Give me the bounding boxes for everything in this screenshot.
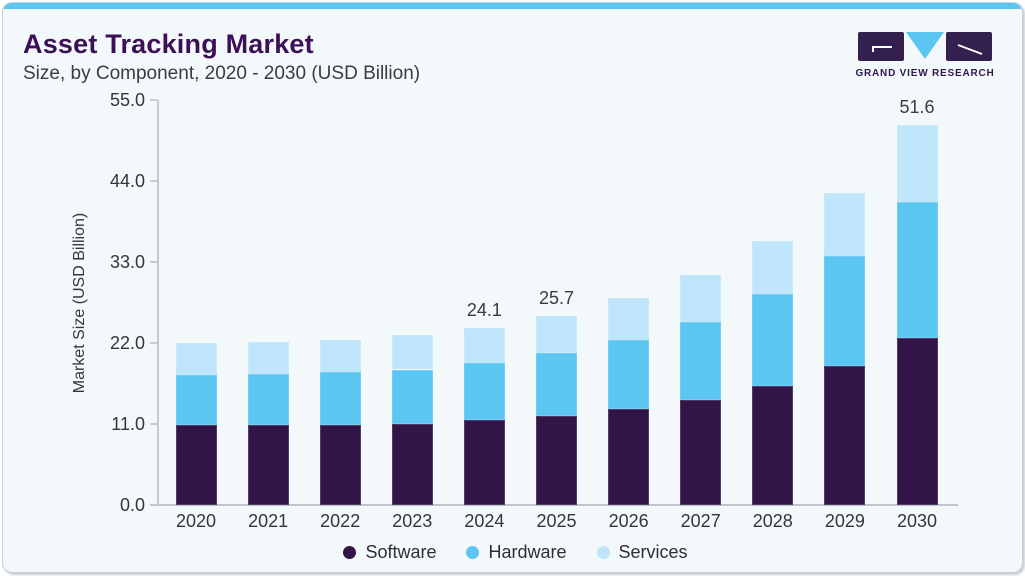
legend-label: Software: [365, 541, 437, 562]
bar-segment-services-2025: [536, 315, 577, 354]
x-tick-label: 2024: [464, 511, 505, 531]
bar-segment-hardware-2023: [391, 369, 433, 424]
bar-segment-hardware-2020: [175, 374, 217, 425]
y-tick-mark: [150, 261, 157, 263]
y-tick-mark: [150, 99, 157, 101]
x-tick-label: 2022: [320, 511, 361, 531]
y-tick-mark: [150, 180, 157, 182]
bar-segment-hardware-2025: [536, 353, 577, 416]
bar-segment-services-2030: [896, 125, 938, 203]
legend-label: Hardware: [488, 541, 567, 562]
logo-r-icon: [946, 32, 992, 61]
legend-item-software: Software: [343, 542, 436, 563]
legend-item-services: Services: [596, 541, 688, 563]
bar-segment-hardware-2022: [319, 372, 361, 425]
y-axis-title: Market Size (USD Billion): [71, 212, 88, 394]
bar-segment-software-2030: [896, 337, 938, 505]
bar-segment-software-2024: [463, 420, 505, 505]
bar-segment-services-2021: [247, 342, 289, 374]
x-tick-label: 2027: [680, 511, 721, 531]
logo-text: GRAND VIEW RESEARCH: [855, 68, 995, 79]
logo-shapes: [854, 32, 996, 61]
bar-segment-software-2023: [391, 424, 433, 505]
legend: Software Hardware Services: [3, 540, 1022, 564]
bar-segment-services-2020: [175, 343, 217, 375]
grand-view-research-logo: GRAND VIEW RESEARCH: [854, 32, 996, 79]
bar-segment-hardware-2026: [608, 340, 650, 410]
y-tick-label: 22.0: [109, 333, 145, 353]
bar-segment-hardware-2027: [680, 321, 722, 401]
bar-segment-software-2020: [175, 424, 217, 505]
total-label-2024: 24.1: [466, 299, 502, 320]
x-tick-label: 2021: [248, 511, 289, 531]
legend-dot-hardware: [466, 545, 480, 559]
chart-title: Asset Tracking Market: [23, 29, 314, 59]
x-tick-label: 2028: [752, 511, 793, 531]
bar-segment-services-2024: [463, 327, 505, 363]
chart-subtitle: Size, by Component, 2020 - 2030 (USD Bil…: [23, 63, 421, 84]
bar-segment-software-2021: [247, 425, 289, 505]
legend-label: Services: [618, 541, 688, 562]
bar-segment-services-2023: [391, 334, 433, 370]
bar-segment-services-2027: [680, 274, 722, 322]
x-tick-label: 2020: [175, 511, 217, 531]
bar-segment-hardware-2021: [247, 373, 289, 426]
bar-segment-services-2029: [824, 192, 866, 257]
bar-segment-software-2025: [536, 415, 577, 505]
stacked-bar-chart: Market Size (USD Billion) 0.0 11.0 22.0 33.…: [3, 3, 1022, 572]
total-label-2030: 51.6: [899, 97, 935, 118]
y-tick-label: 55.0: [109, 90, 145, 110]
bar-segment-hardware-2029: [824, 256, 866, 366]
x-tick-label: 2023: [392, 511, 433, 531]
y-tick-label: 11.0: [111, 414, 145, 434]
legend-dot-services: [596, 545, 610, 559]
x-tick-label: 2025: [536, 511, 577, 531]
bar-segment-hardware-2030: [896, 202, 938, 338]
logo-v-icon: [906, 32, 944, 59]
y-tick-label: 33.0: [109, 252, 145, 272]
x-tick-label: 2026: [608, 511, 649, 531]
y-axis-line: [157, 100, 159, 505]
legend-item-hardware: Hardware: [466, 541, 567, 563]
bar-segment-services-2028: [752, 240, 794, 295]
y-tick-label: 0.0: [119, 495, 145, 515]
bar-segment-software-2028: [752, 386, 794, 505]
y-tick-mark: [150, 423, 157, 425]
bar-segment-hardware-2028: [752, 294, 794, 387]
bar-segment-software-2026: [608, 409, 650, 505]
y-tick-label: 44.0: [109, 171, 145, 191]
y-tick-mark: [150, 504, 157, 506]
bar-segment-software-2029: [824, 365, 866, 505]
bar-segment-services-2022: [319, 340, 361, 373]
bar-segment-services-2026: [608, 298, 650, 341]
bar-segment-software-2027: [680, 400, 722, 505]
y-tick-mark: [150, 342, 157, 344]
x-tick-label: 2030: [896, 511, 938, 531]
total-label-2025: 25.7: [538, 287, 575, 308]
top-accent-bar: [3, 3, 1022, 9]
bar-segment-software-2022: [319, 424, 361, 505]
logo-g-icon: [858, 32, 904, 61]
legend-dot-software: [343, 545, 357, 559]
bar-segment-hardware-2024: [463, 362, 505, 421]
x-tick-label: 2029: [824, 511, 865, 531]
